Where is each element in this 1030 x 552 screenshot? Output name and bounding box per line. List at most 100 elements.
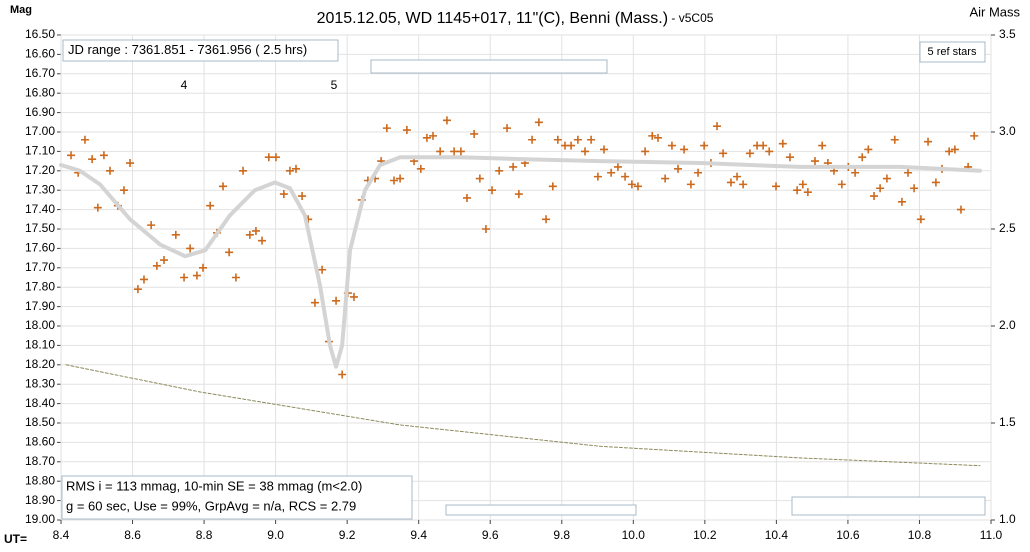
data-point bbox=[258, 236, 267, 245]
y2-tick-label: 2.0 bbox=[999, 318, 1016, 332]
x-tick-label: 10.6 bbox=[836, 528, 860, 542]
data-point bbox=[206, 201, 215, 210]
data-point bbox=[607, 168, 616, 177]
data-point bbox=[581, 147, 590, 156]
empty-box bbox=[370, 59, 608, 74]
data-point bbox=[793, 186, 802, 195]
y-tick-label: 18.00 bbox=[25, 318, 55, 332]
data-point bbox=[837, 180, 846, 189]
y-tick-label: 17.00 bbox=[25, 124, 55, 138]
y-tick-label: 18.70 bbox=[25, 454, 55, 468]
data-point bbox=[503, 124, 512, 133]
y2-tick-label: 3.0 bbox=[999, 124, 1016, 138]
y-tick-label: 16.70 bbox=[25, 66, 55, 80]
data-point bbox=[416, 164, 425, 173]
data-point bbox=[950, 145, 959, 154]
data-point bbox=[332, 296, 341, 305]
x-tick-label: 9.6 bbox=[482, 528, 499, 542]
data-point bbox=[534, 118, 543, 127]
data-point bbox=[593, 172, 602, 181]
marks bbox=[59, 116, 982, 467]
data-point bbox=[713, 122, 722, 131]
data-point bbox=[285, 166, 294, 175]
data-point bbox=[462, 193, 471, 202]
data-point bbox=[641, 147, 650, 156]
y-tick-label: 18.80 bbox=[25, 473, 55, 487]
y-tick-label: 16.60 bbox=[25, 47, 55, 61]
data-point bbox=[402, 126, 411, 135]
data-point bbox=[778, 139, 787, 148]
empty-box bbox=[791, 496, 986, 516]
y-tick-label: 17.20 bbox=[25, 163, 55, 177]
data-point bbox=[765, 147, 774, 156]
info-box bbox=[61, 475, 413, 520]
y-tick-label: 18.50 bbox=[25, 415, 55, 429]
info-top: JD range : 7361.851 - 7361.956 ( 2.5 hrs… bbox=[68, 42, 307, 57]
data-point bbox=[251, 226, 260, 235]
data-point bbox=[772, 182, 781, 191]
data-point bbox=[390, 176, 399, 185]
data-point bbox=[225, 248, 234, 257]
data-point bbox=[897, 197, 906, 206]
data-point bbox=[422, 133, 431, 142]
data-point bbox=[661, 174, 670, 183]
data-point bbox=[456, 147, 465, 156]
x-tick-label: 9.0 bbox=[267, 528, 284, 542]
data-point bbox=[798, 180, 807, 189]
data-point bbox=[180, 273, 189, 282]
data-point bbox=[680, 145, 689, 154]
data-point bbox=[733, 172, 742, 181]
data-point bbox=[803, 188, 812, 197]
y-tick-label: 18.40 bbox=[25, 396, 55, 410]
info-bottom: g = 60 sec, Use = 99%, GrpAvg = n/a, RCS… bbox=[66, 498, 356, 513]
data-point bbox=[542, 215, 551, 224]
data-point bbox=[481, 225, 490, 233]
y-tick-label: 17.60 bbox=[25, 241, 55, 255]
data-point bbox=[509, 162, 518, 171]
y-tick-label: 16.80 bbox=[25, 85, 55, 99]
data-point bbox=[599, 145, 608, 154]
data-point bbox=[719, 149, 728, 158]
data-point bbox=[851, 168, 860, 177]
data-point bbox=[126, 159, 135, 168]
info-stars: 5 ref stars bbox=[928, 46, 977, 58]
data-point bbox=[567, 141, 576, 150]
x-tick-label: 10.2 bbox=[693, 528, 717, 542]
x-tick-label: 10.4 bbox=[765, 528, 789, 542]
info-box bbox=[62, 39, 339, 62]
data-point bbox=[785, 153, 794, 162]
data-point bbox=[924, 137, 933, 146]
data-point bbox=[945, 147, 954, 156]
y-tick-label: 17.10 bbox=[25, 144, 55, 158]
data-point bbox=[553, 135, 562, 144]
data-point bbox=[139, 275, 148, 284]
x-tick-label: 8.4 bbox=[53, 528, 70, 542]
data-point bbox=[818, 141, 827, 150]
data-point bbox=[429, 131, 437, 140]
x-tick-label: 11.0 bbox=[980, 528, 1003, 542]
y-tick-label: 17.90 bbox=[25, 299, 55, 313]
y-tick-label: 18.90 bbox=[25, 493, 55, 507]
data-point bbox=[442, 116, 451, 125]
data-point bbox=[133, 285, 142, 294]
y2-tick-label: 3.5 bbox=[999, 27, 1016, 41]
data-point bbox=[171, 230, 180, 239]
y2-tick-label: 2.5 bbox=[999, 221, 1016, 235]
data-point bbox=[192, 271, 201, 280]
chart-title-group: 2015.12.05, WD 1145+017, 11"(C), Benni (… bbox=[317, 10, 714, 27]
data-point bbox=[653, 133, 662, 142]
data-point bbox=[470, 129, 479, 138]
data-point bbox=[186, 244, 195, 253]
data-point bbox=[811, 157, 820, 166]
y-tick-label: 17.70 bbox=[25, 260, 55, 274]
data-point bbox=[152, 261, 161, 270]
x-tick-label: 9.4 bbox=[410, 528, 427, 542]
data-point bbox=[119, 186, 128, 195]
x-tick-label: 9.2 bbox=[339, 528, 356, 542]
data-point bbox=[436, 147, 445, 156]
data-point bbox=[904, 168, 913, 177]
data-point bbox=[298, 192, 307, 201]
empty-box bbox=[445, 504, 637, 516]
data-point bbox=[739, 180, 748, 189]
data-point bbox=[160, 256, 169, 265]
